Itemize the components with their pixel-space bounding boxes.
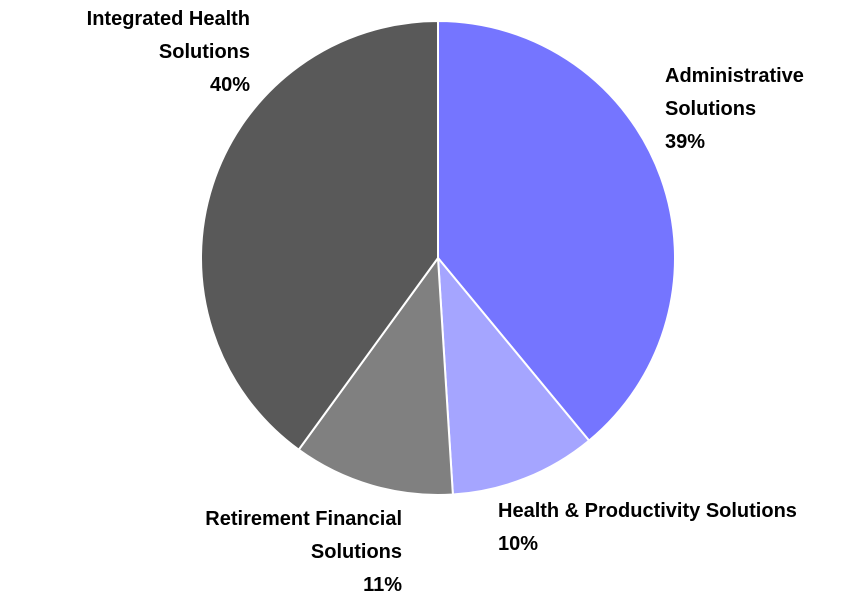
category-label: Retirement Financial Solutions — [205, 508, 402, 563]
pie-slice — [200, 19, 439, 452]
value-label: 11% — [363, 574, 402, 596]
category-label: Health & Productivity Solutions — [498, 500, 797, 522]
slice-label: Health & Productivity Solutions 10% — [498, 495, 798, 561]
pie-slice — [436, 254, 591, 496]
value-label: 40% — [209, 74, 250, 96]
category-label: Administrative Solutions — [665, 65, 804, 120]
slice-label: Administrative Solutions 39% — [665, 60, 863, 159]
value-label: 39% — [665, 131, 706, 153]
slice-label: Retirement Financial Solutions 11% — [140, 503, 402, 598]
pie-slice — [297, 255, 454, 496]
category-label: Integrated Health Solutions — [86, 8, 250, 63]
value-label: 10% — [498, 533, 539, 555]
slice-label: Integrated Health Solutions 40% — [0, 3, 250, 102]
pie-slice — [437, 19, 676, 443]
